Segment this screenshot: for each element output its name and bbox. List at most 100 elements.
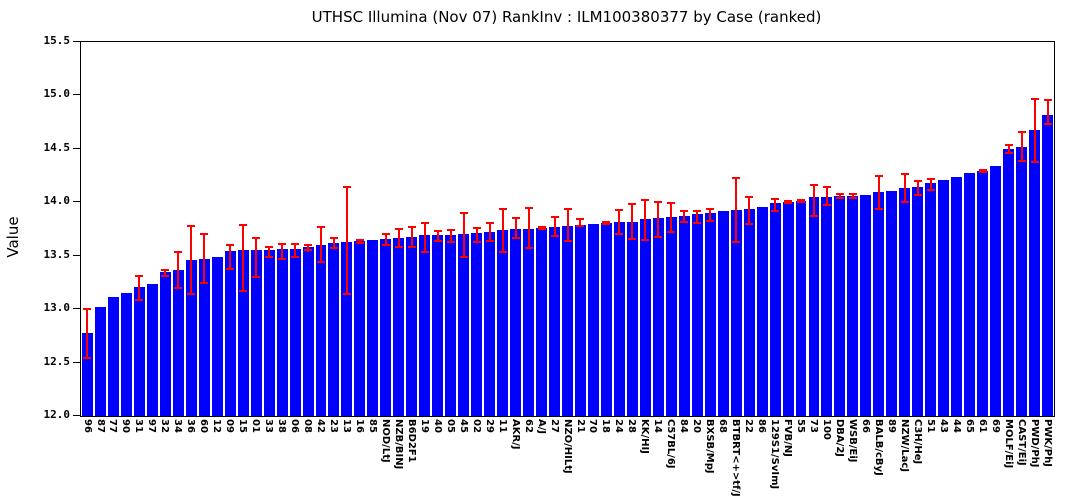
plot-area: [80, 41, 1055, 417]
x-tick-label: 05: [444, 419, 456, 433]
bar: [743, 208, 755, 416]
bar: [211, 256, 223, 416]
x-tick-label: 129S1/SvImJ: [769, 419, 781, 490]
error-bar: [407, 225, 416, 228]
x-tick-label: 97: [146, 419, 158, 433]
y-tick-label: 12.5: [43, 354, 71, 368]
bar: [120, 293, 132, 416]
x-tick-label: 65: [963, 419, 975, 433]
error-bar: [809, 184, 818, 187]
error-bar: [164, 268, 167, 277]
error-bar: [345, 186, 348, 296]
x-tick-label: 01: [250, 419, 262, 433]
error-bar: [732, 240, 741, 243]
x-tick-label: 70: [587, 419, 599, 433]
x-tick-label: 34: [172, 419, 184, 433]
error-bar: [784, 200, 793, 203]
x-tick-label: 12: [211, 419, 223, 433]
error-bar: [680, 220, 689, 223]
bar: [82, 332, 93, 416]
y-tick: [73, 41, 80, 42]
x-tick-label: KK/HIJ: [639, 419, 651, 454]
error-bar: [784, 202, 793, 205]
error-bar: [511, 217, 520, 220]
error-bar: [670, 202, 673, 234]
error-bar: [239, 223, 248, 226]
bar: [250, 250, 262, 416]
error-bar: [657, 201, 660, 238]
error-bar: [83, 308, 92, 311]
bar: [860, 194, 872, 416]
x-tick-label: 100: [821, 419, 832, 440]
error-bar: [187, 293, 196, 296]
error-bar: [654, 235, 663, 238]
error-bar: [436, 230, 439, 242]
error-bar: [433, 239, 442, 242]
x-tick-label: 28: [626, 419, 638, 433]
bar: [808, 196, 820, 416]
error-bar: [1004, 152, 1013, 155]
error-bar: [488, 221, 491, 242]
error-bar: [472, 226, 481, 229]
x-tick-label: A/J: [535, 419, 547, 435]
error-bar: [748, 195, 751, 225]
bar: [562, 225, 573, 416]
x-tick-label: C3H/HeJ: [911, 419, 923, 465]
error-bar: [203, 233, 206, 284]
bar: [536, 227, 548, 416]
error-bar: [809, 215, 818, 218]
bar: [1042, 114, 1053, 416]
error-bar: [278, 258, 287, 260]
bar: [873, 191, 885, 416]
error-bar: [397, 227, 400, 249]
error-bar: [1046, 98, 1049, 126]
x-tick-label: 33: [263, 419, 275, 433]
error-bar: [511, 236, 520, 239]
bar: [510, 229, 522, 416]
error-bar: [472, 240, 481, 243]
error-bar: [874, 174, 883, 177]
error-bar: [696, 209, 699, 224]
error-bar: [981, 169, 984, 174]
error-bar: [394, 246, 403, 249]
error-bar: [628, 237, 637, 240]
error-bar: [825, 186, 828, 206]
error-bar: [187, 224, 196, 227]
bar: [834, 195, 846, 416]
error-bar: [459, 211, 468, 214]
error-bar: [1017, 159, 1026, 162]
x-tick-label: NOD/LtJ: [379, 419, 391, 463]
error-bar: [498, 207, 507, 210]
error-bar: [1043, 123, 1052, 126]
bar: [549, 226, 560, 416]
y-tick-label: 13.0: [43, 301, 71, 315]
bar: [341, 241, 353, 416]
x-tick-label: 09: [224, 419, 236, 433]
bar: [1029, 129, 1041, 416]
bar: [925, 183, 937, 416]
error-bar: [342, 186, 351, 189]
x-tick-label: 38: [276, 419, 288, 433]
x-tick-label: DBA/2J: [833, 419, 845, 457]
x-tick-label: 77: [107, 419, 119, 433]
y-tick: [73, 94, 80, 96]
error-bar: [605, 220, 608, 225]
error-bar: [226, 267, 235, 270]
x-tick-label: 66: [859, 419, 871, 433]
x-tick-label: PWD/PhJ: [1028, 419, 1040, 468]
error-bar: [255, 236, 258, 279]
error-bar: [239, 290, 248, 292]
error-bar: [268, 246, 271, 258]
error-bar: [358, 238, 361, 244]
error-bar: [900, 173, 909, 176]
error-bar: [1030, 97, 1039, 100]
error-bar: [355, 238, 364, 241]
x-tick-label: 36: [185, 419, 197, 433]
bar: [146, 283, 158, 416]
error-bar: [252, 236, 261, 239]
bar: [951, 176, 963, 416]
y-tick-label: 14.0: [43, 194, 71, 208]
y-tick-label: 15.0: [43, 87, 71, 101]
error-bar: [449, 229, 452, 243]
